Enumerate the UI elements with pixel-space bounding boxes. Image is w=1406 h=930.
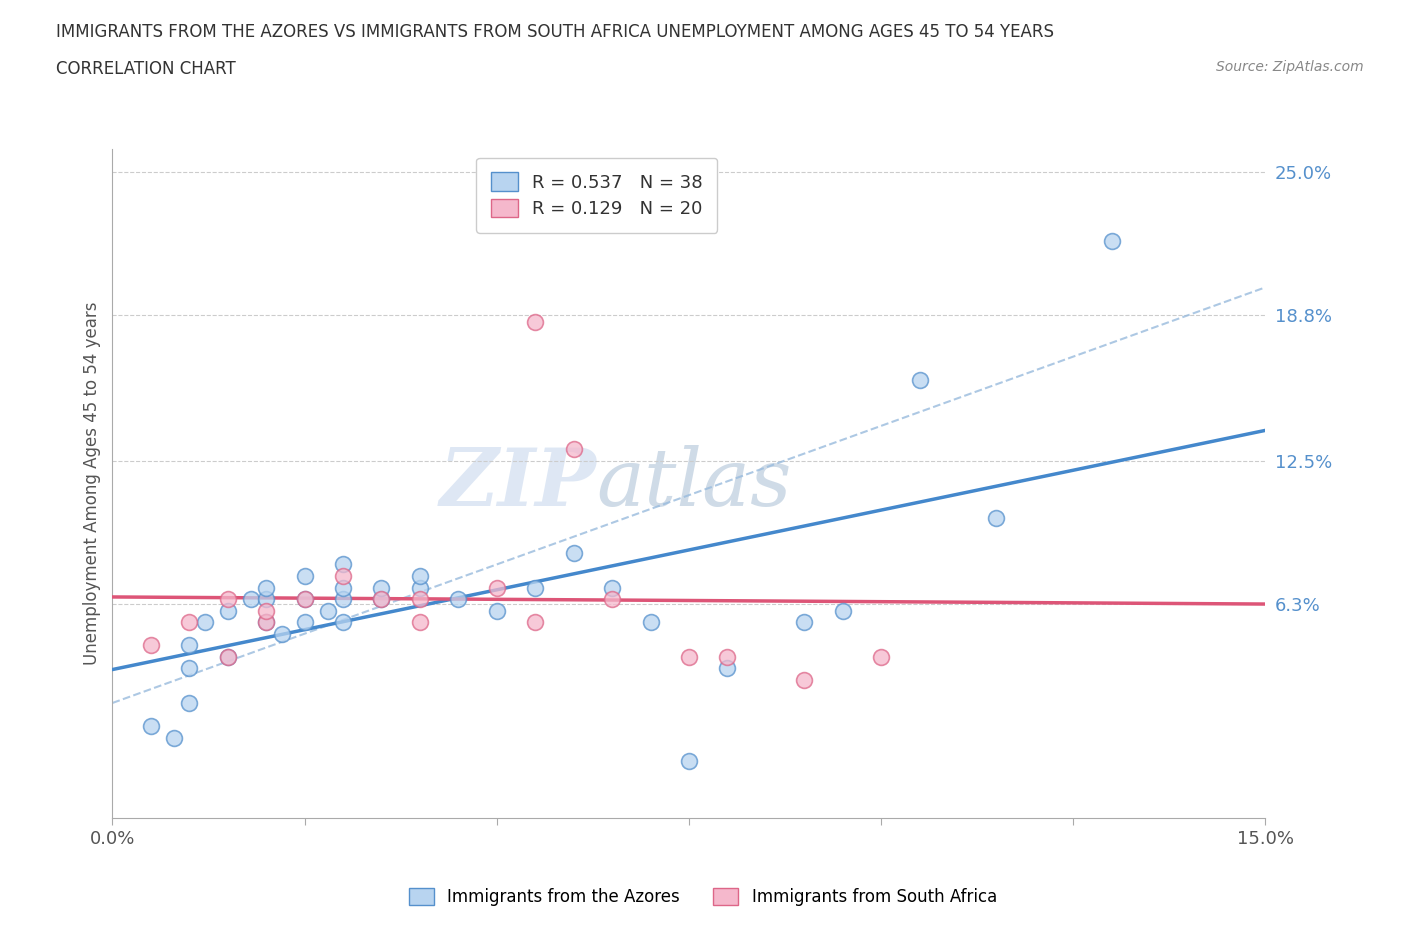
Text: IMMIGRANTS FROM THE AZORES VS IMMIGRANTS FROM SOUTH AFRICA UNEMPLOYMENT AMONG AG: IMMIGRANTS FROM THE AZORES VS IMMIGRANTS… (56, 23, 1054, 41)
Point (640, 615, 662, 630)
Point (986, 511, 1008, 525)
Point (239, 591, 262, 606)
Point (217, 649, 239, 664)
Text: Source: ZipAtlas.com: Source: ZipAtlas.com (1216, 60, 1364, 74)
Point (678, 649, 700, 664)
Text: CORRELATION CHART: CORRELATION CHART (56, 60, 236, 78)
Point (370, 580, 392, 595)
Text: atlas: atlas (596, 445, 792, 523)
Point (409, 580, 432, 595)
Point (254, 580, 277, 595)
Point (179, 615, 201, 630)
Point (332, 591, 354, 606)
Point (716, 661, 738, 676)
Point (294, 591, 316, 606)
Point (1101, 233, 1123, 248)
Point (270, 626, 292, 641)
Point (485, 580, 508, 595)
Point (294, 591, 316, 606)
Point (370, 591, 392, 606)
Point (524, 314, 547, 329)
Point (409, 568, 432, 583)
Point (678, 753, 700, 768)
Point (139, 719, 162, 734)
Point (139, 638, 162, 653)
Point (409, 615, 432, 630)
Point (524, 615, 547, 630)
Point (316, 604, 339, 618)
Point (831, 604, 853, 618)
Point (409, 591, 432, 606)
Point (254, 591, 277, 606)
Point (870, 649, 893, 664)
Point (793, 615, 815, 630)
Point (562, 442, 585, 457)
Point (600, 580, 623, 595)
Point (600, 591, 623, 606)
Point (254, 604, 277, 618)
Point (332, 615, 354, 630)
Point (908, 372, 931, 387)
Y-axis label: Unemployment Among Ages 45 to 54 years: Unemployment Among Ages 45 to 54 years (83, 302, 101, 665)
Point (716, 649, 738, 664)
Point (217, 591, 239, 606)
Point (254, 615, 277, 630)
Point (447, 591, 470, 606)
Point (332, 568, 354, 583)
Point (254, 615, 277, 630)
Point (793, 672, 815, 687)
Point (217, 649, 239, 664)
Point (332, 580, 354, 595)
Point (294, 568, 316, 583)
Point (370, 591, 392, 606)
Point (332, 557, 354, 572)
Point (217, 604, 239, 618)
Point (294, 615, 316, 630)
Text: ZIP: ZIP (440, 445, 596, 523)
Point (485, 604, 508, 618)
Point (524, 580, 547, 595)
Point (194, 615, 217, 630)
Point (179, 661, 201, 676)
Point (179, 638, 201, 653)
Legend: R = 0.537   N = 38, R = 0.129   N = 20: R = 0.537 N = 38, R = 0.129 N = 20 (477, 158, 717, 232)
Point (562, 545, 585, 560)
Point (163, 730, 186, 745)
Legend: Immigrants from the Azores, Immigrants from South Africa: Immigrants from the Azores, Immigrants f… (402, 881, 1004, 912)
Point (179, 696, 201, 711)
